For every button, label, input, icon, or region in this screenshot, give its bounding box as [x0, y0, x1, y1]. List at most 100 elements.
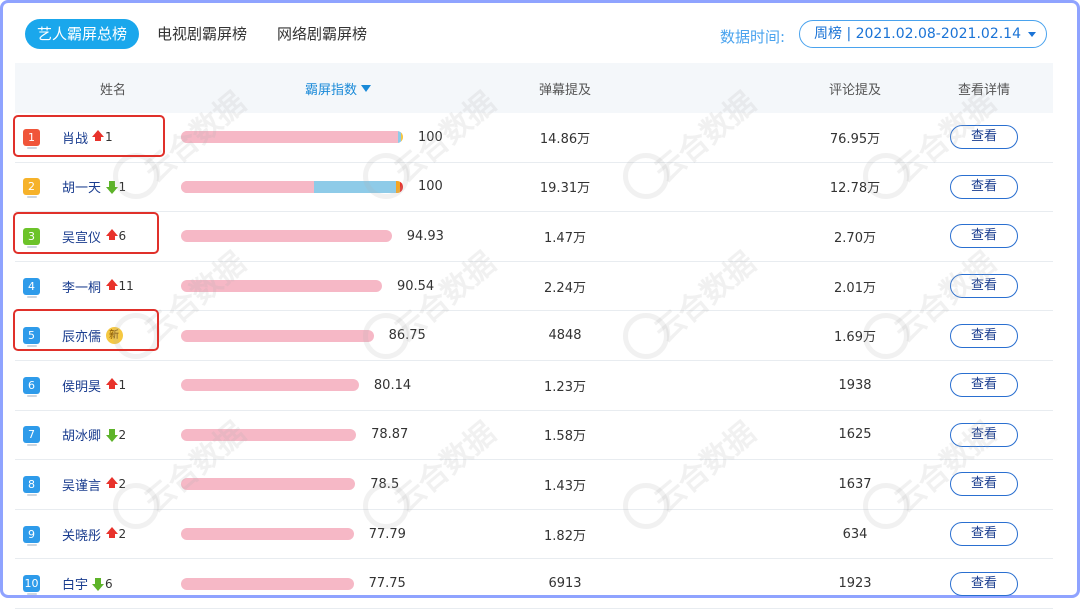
tab-bar: 艺人霸屏总榜 电视剧霸屏榜 网络剧霸屏榜 [25, 17, 385, 51]
table-row: 8 吴谨言 2 78.5 1.43万 1637 查看 [15, 460, 1053, 510]
header-danmu: 弹幕提及 [538, 82, 591, 98]
index-value: 80.14 [373, 377, 412, 393]
view-detail-button[interactable]: 查看 [950, 373, 1018, 398]
index-bar [181, 230, 392, 243]
detail-cell: 查看 [915, 323, 1053, 348]
trend-indicator: 11 [105, 279, 134, 294]
rank-badge: 8 [23, 475, 40, 496]
bar-segment [401, 131, 403, 144]
name-cell: 9 关晓彤 2 [15, 510, 181, 559]
name-cell: 10 白宇 6 [15, 559, 181, 608]
table-row: 9 关晓彤 2 77.79 1.82万 634 查看 [15, 510, 1053, 560]
index-bar [181, 131, 403, 144]
view-detail-button[interactable]: 查看 [950, 522, 1018, 547]
artist-name[interactable]: 胡一天 [62, 181, 102, 197]
artist-name[interactable]: 肖战 [62, 131, 89, 147]
index-value: 78.5 [370, 476, 400, 492]
name-cell: 6 侯明昊 1 [15, 361, 181, 410]
detail-cell: 查看 [915, 472, 1053, 497]
artist-name[interactable]: 吴谨言 [62, 478, 102, 494]
rank-badge: 4 [23, 277, 40, 298]
detail-cell: 查看 [915, 373, 1053, 398]
rank-change: 6 [105, 576, 113, 591]
name-cell: 5 辰亦儒新 [15, 311, 181, 360]
table-row: 10 白宇 6 77.75 6913 1923 查看 [15, 559, 1053, 609]
view-detail-button[interactable]: 查看 [950, 224, 1018, 249]
rank-change: 11 [118, 279, 134, 294]
arrow-up-icon [105, 229, 118, 243]
name-cell: 2 胡一天 1 [15, 163, 181, 212]
date-range-value: 周榜 | 2021.02.08-2021.02.14 [814, 26, 1021, 42]
trend-indicator: 1 [105, 378, 127, 393]
header-detail: 查看详情 [957, 82, 1010, 98]
index-cell: 100 [181, 113, 495, 162]
rank-change: 1 [105, 130, 113, 145]
index-cell: 100 [181, 163, 495, 212]
comment-mentions: 1938 [838, 377, 872, 393]
artist-name[interactable]: 侯明昊 [62, 379, 102, 395]
tab-artist-total[interactable]: 艺人霸屏总榜 [25, 19, 140, 49]
index-cell: 90.54 [181, 262, 495, 311]
danmu-mentions: 14.86万 [539, 131, 591, 147]
comment-mentions: 1.69万 [834, 330, 876, 346]
comment-mentions: 2.01万 [834, 280, 876, 296]
artist-name[interactable]: 辰亦儒 [62, 330, 102, 346]
view-detail-button[interactable]: 查看 [950, 571, 1018, 596]
arrow-down-icon [105, 428, 118, 442]
caret-down-icon [1028, 32, 1036, 37]
index-bar [181, 478, 356, 491]
rank-change: 1 [118, 378, 127, 393]
view-detail-button[interactable]: 查看 [950, 472, 1018, 497]
header-name: 姓名 [99, 82, 126, 98]
trend-indicator: 2 [105, 427, 127, 442]
view-detail-button[interactable]: 查看 [950, 125, 1018, 150]
tab-tv-drama[interactable]: 电视剧霸屏榜 [157, 25, 248, 43]
table-row: 2 胡一天 1 100 19.31万 12.78万 查看 [15, 163, 1053, 213]
sort-down-icon[interactable] [361, 84, 371, 92]
arrow-up-icon [105, 477, 118, 491]
view-detail-button[interactable]: 查看 [950, 174, 1018, 199]
danmu-mentions: 4848 [548, 328, 582, 344]
rank-badge: 6 [23, 376, 40, 397]
arrow-up-icon [92, 130, 104, 144]
index-bar [181, 280, 382, 293]
trend-indicator: 1 [92, 130, 113, 144]
danmu-mentions: 2.24万 [544, 280, 586, 296]
detail-cell: 查看 [915, 274, 1053, 299]
arrow-down-icon [92, 577, 104, 591]
bar-segment [314, 180, 396, 193]
bar-segment [400, 180, 403, 193]
rank-change: 2 [118, 427, 127, 442]
ranking-table: 姓名 霸屏指数 弹幕提及 评论提及 查看详情 1 肖战 1 100 14.86万 76.9… [15, 63, 1053, 609]
index-cell: 77.75 [181, 559, 495, 608]
index-value: 94.93 [406, 228, 444, 244]
index-bar [181, 180, 403, 193]
header-index[interactable]: 霸屏指数 [181, 63, 495, 113]
comment-mentions: 1625 [838, 427, 872, 443]
name-cell: 8 吴谨言 2 [15, 460, 181, 509]
artist-name[interactable]: 关晓彤 [62, 528, 102, 544]
view-detail-button[interactable]: 查看 [950, 274, 1018, 299]
index-cell: 86.75 [181, 311, 495, 360]
rank-change: 6 [118, 229, 127, 244]
view-detail-button[interactable]: 查看 [950, 323, 1018, 348]
trend-indicator: 6 [92, 577, 113, 591]
artist-name[interactable]: 白宇 [62, 578, 89, 594]
danmu-mentions: 19.31万 [539, 181, 591, 197]
index-bar [181, 329, 374, 342]
artist-name[interactable]: 胡冰卿 [62, 429, 102, 445]
index-cell: 78.5 [181, 460, 495, 509]
index-value: 100 [418, 129, 443, 145]
tab-web-drama[interactable]: 网络剧霸屏榜 [277, 25, 368, 43]
table-row: 4 李一桐 11 90.54 2.24万 2.01万 查看 [15, 262, 1053, 312]
artist-name[interactable]: 吴宣仪 [62, 230, 102, 246]
index-value: 77.79 [368, 526, 406, 542]
arrow-up-icon [105, 527, 118, 541]
artist-name[interactable]: 李一桐 [62, 280, 102, 296]
rank-change: 2 [118, 477, 127, 492]
view-detail-button[interactable]: 查看 [950, 422, 1018, 447]
bar-segment [396, 180, 400, 193]
rank-badge: 2 [23, 178, 40, 199]
date-range-select[interactable]: 周榜 | 2021.02.08-2021.02.14 [799, 20, 1047, 48]
